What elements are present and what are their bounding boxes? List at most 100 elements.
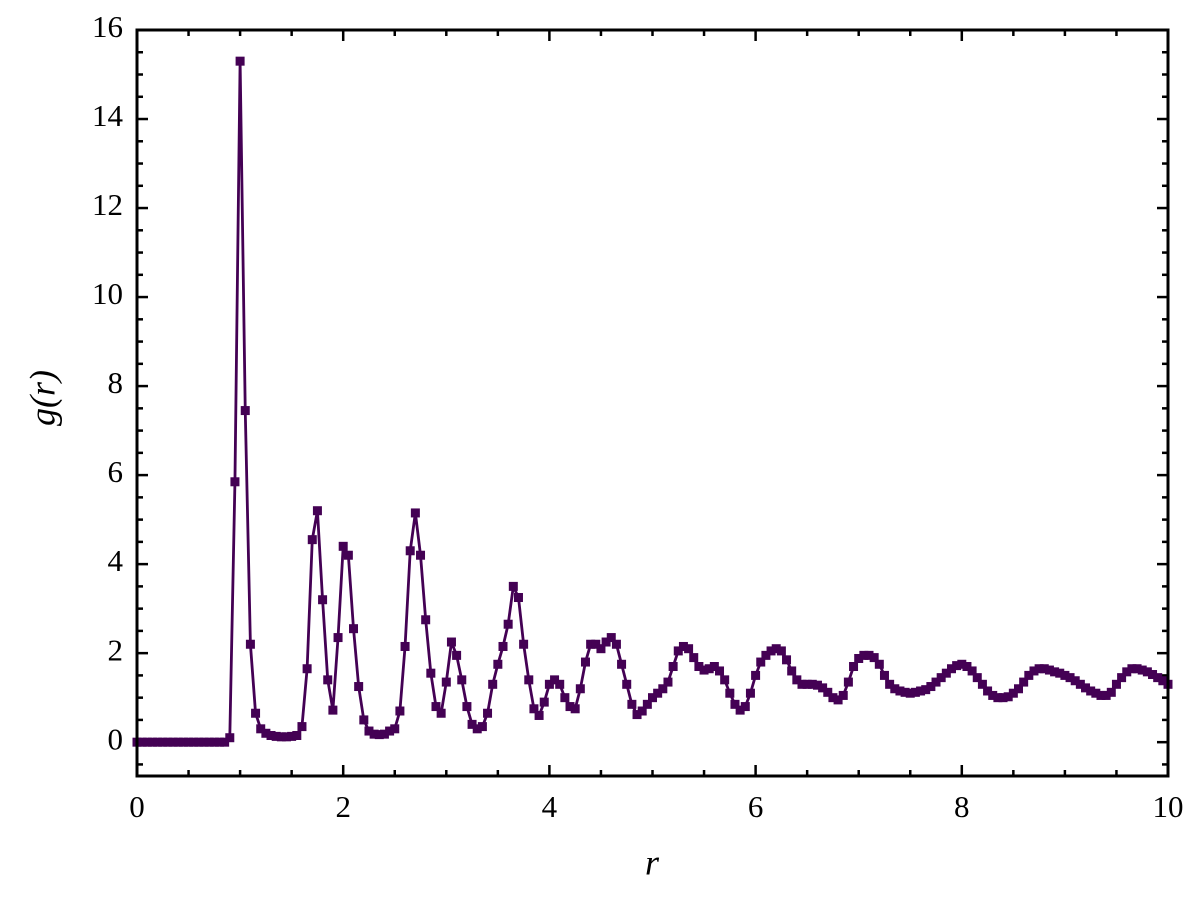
data-point: [441, 677, 451, 687]
data-point: [544, 679, 554, 689]
data-point: [1122, 667, 1132, 677]
data-point: [550, 675, 560, 685]
data-point: [797, 679, 807, 689]
data-point: [214, 737, 224, 747]
data-point: [622, 679, 632, 689]
data-point: [235, 56, 245, 66]
data-point: [983, 686, 993, 696]
data-point: [189, 737, 199, 747]
data-point: [838, 690, 848, 700]
data-point: [761, 650, 771, 660]
data-point: [874, 659, 884, 669]
data-point: [771, 644, 781, 654]
data-point: [988, 690, 998, 700]
data-point: [1034, 664, 1044, 674]
data-point: [251, 708, 261, 718]
data-point: [1106, 687, 1116, 697]
data-point: [776, 646, 786, 656]
data-point: [1029, 666, 1039, 676]
data-point: [591, 639, 601, 649]
data-point: [359, 715, 369, 725]
data-point: [977, 679, 987, 689]
data-point: [560, 693, 570, 703]
data-point: [209, 737, 219, 747]
data-point: [580, 657, 590, 667]
data-point: [555, 679, 565, 689]
data-point: [792, 675, 802, 685]
data-point: [395, 706, 405, 716]
data-point: [1039, 664, 1049, 674]
data-point: [807, 679, 817, 689]
data-point: [916, 686, 926, 696]
y-axis-label: g(r): [22, 370, 62, 426]
y-tick-label: 10: [92, 276, 123, 311]
data-point: [333, 633, 343, 643]
data-point: [292, 730, 302, 740]
data-point: [642, 699, 652, 709]
data-point: [513, 593, 523, 603]
data-point: [374, 730, 384, 740]
data-point: [1148, 670, 1158, 680]
data-point: [194, 737, 204, 747]
data-point: [477, 722, 487, 732]
data-point: [1014, 684, 1024, 694]
data-point: [173, 737, 183, 747]
data-point: [307, 535, 317, 545]
data-point: [617, 659, 627, 669]
data-point: [663, 677, 673, 687]
data-point: [1070, 676, 1080, 686]
data-point: [498, 641, 508, 651]
data-point: [240, 406, 250, 416]
data-point: [648, 693, 657, 703]
data-point: [312, 506, 322, 516]
data-point: [1117, 673, 1127, 683]
data-point: [993, 693, 1003, 703]
data-point: [1060, 670, 1070, 680]
data-point: [426, 668, 436, 678]
data-point: [611, 639, 621, 649]
data-point: [606, 633, 616, 643]
y-tick-label: 0: [108, 721, 124, 756]
x-tick-label: 2: [335, 789, 351, 824]
data-point: [1055, 668, 1065, 678]
data-point: [158, 737, 168, 747]
data-point: [436, 708, 446, 718]
data-point: [503, 619, 513, 629]
data-point: [1091, 688, 1101, 698]
data-point: [699, 665, 709, 675]
data-point: [178, 737, 188, 747]
data-point: [539, 697, 549, 707]
y-tick-label: 8: [108, 365, 124, 400]
data-point: [1081, 683, 1091, 693]
data-point: [230, 477, 240, 487]
data-point: [519, 639, 529, 649]
data-point: [271, 731, 281, 741]
data-point: [421, 615, 431, 625]
data-point: [508, 581, 518, 591]
data-point: [385, 726, 395, 736]
data-point: [601, 637, 611, 647]
data-point: [715, 666, 725, 676]
x-tick-label: 4: [542, 789, 558, 824]
data-point: [586, 639, 596, 649]
data-point: [1075, 679, 1085, 689]
data-point: [338, 541, 348, 551]
data-point: [1132, 664, 1142, 674]
data-point: [565, 702, 575, 712]
data-point: [1096, 690, 1106, 700]
data-point: [1153, 673, 1163, 683]
data-point: [302, 664, 312, 674]
y-tick-label: 12: [92, 187, 123, 222]
data-point: [204, 737, 214, 747]
data-point: [684, 644, 694, 654]
data-point: [1137, 665, 1147, 675]
data-point: [524, 675, 534, 685]
data-point: [163, 737, 173, 747]
data-point: [725, 688, 735, 698]
data-point: [462, 702, 472, 712]
data-point: [405, 546, 415, 556]
data-point: [921, 685, 931, 695]
data-point: [704, 664, 714, 674]
data-point: [952, 661, 962, 671]
data-point: [787, 666, 797, 676]
